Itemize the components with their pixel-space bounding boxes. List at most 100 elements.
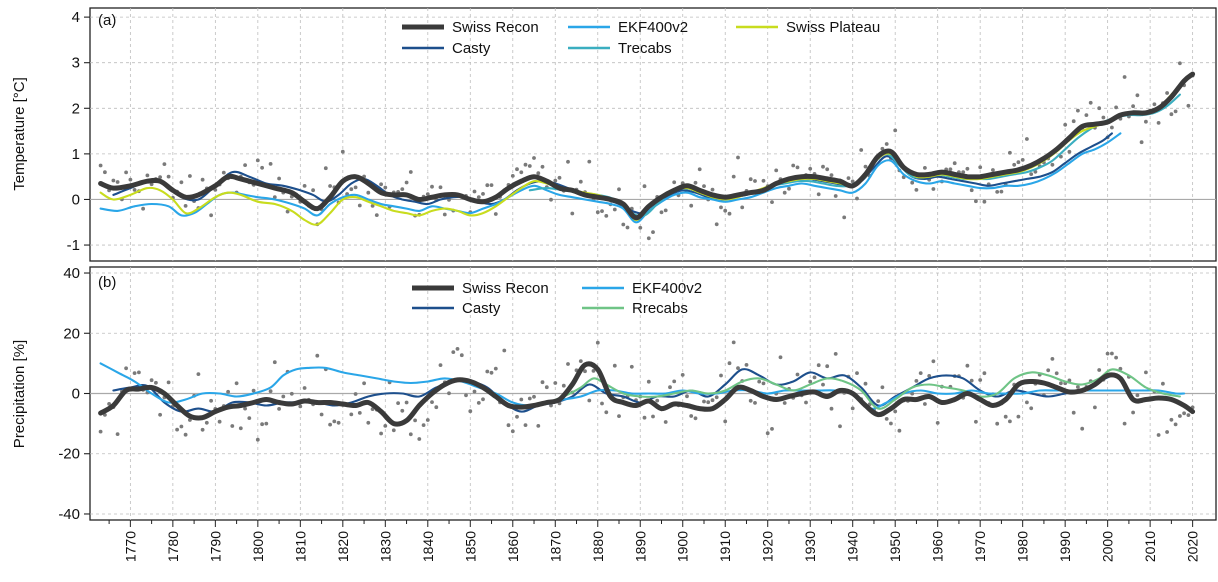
precipitation-dot-1929 bbox=[804, 400, 808, 405]
temperature-dot-1834 bbox=[400, 187, 405, 192]
precipitation-dot-1837 bbox=[413, 418, 417, 423]
precipitation-dot-1930 bbox=[808, 379, 813, 384]
temperature-dot-1828 bbox=[374, 213, 379, 218]
temperature-dot-1912 bbox=[731, 174, 736, 179]
temperature-dot-1823 bbox=[353, 185, 358, 190]
precipitation-legend-label-swiss-recon: Swiss Recon bbox=[462, 280, 549, 297]
precipitation-dot-1955 bbox=[914, 379, 919, 383]
precipitation-legend-label-rrecabs: Rrecabs bbox=[632, 300, 688, 317]
precipitation-dot-1839 bbox=[421, 423, 426, 427]
precipitation-dot-1829 bbox=[379, 431, 383, 436]
precipitation-dot-1776 bbox=[154, 380, 158, 385]
precipitation-dot-1841 bbox=[430, 400, 434, 404]
precipitation-dot-2015 bbox=[1169, 417, 1174, 422]
temperature-dot-1779 bbox=[166, 174, 171, 179]
temperature-dot-1942 bbox=[859, 148, 864, 152]
temperature-dot-1841 bbox=[430, 184, 434, 189]
temperature-dot-1891 bbox=[642, 184, 647, 189]
precipitation-dot-1937 bbox=[838, 424, 842, 429]
temperature-dot-1824 bbox=[357, 203, 362, 208]
temperature-dot-1979 bbox=[1016, 160, 1021, 165]
x-tick-label-1770: 1770 bbox=[122, 531, 138, 562]
precipitation-dot-1954 bbox=[910, 391, 915, 396]
precipitation-dot-2013 bbox=[1161, 381, 1165, 386]
x-tick-label-2000: 2000 bbox=[1100, 531, 1116, 562]
temperature-dot-1870 bbox=[553, 178, 558, 183]
precipitation-dot-1893 bbox=[651, 414, 655, 419]
temperature-dot-1807 bbox=[285, 209, 290, 214]
temperature-dot-1865 bbox=[532, 156, 536, 160]
precipitation-dot-1845 bbox=[447, 391, 451, 396]
precipitation-dot-1836 bbox=[408, 432, 413, 437]
temperature-dot-1892 bbox=[646, 236, 651, 241]
precipitation-dot-1941 bbox=[855, 371, 859, 375]
precipitation-dot-1815 bbox=[319, 412, 324, 417]
precipitation-dot-1833 bbox=[396, 401, 400, 405]
precipitation-dot-1842 bbox=[434, 405, 439, 410]
precipitation-dot-1861 bbox=[515, 414, 519, 419]
precipitation-dot-1800 bbox=[255, 437, 260, 442]
temperature-line-ekf400v2 bbox=[99, 132, 1122, 224]
precipitation-dot-1867 bbox=[540, 380, 545, 385]
x-tick-label-1970: 1970 bbox=[972, 531, 988, 562]
temperature-gridlines bbox=[90, 8, 1216, 261]
temperature-dot-1898 bbox=[672, 180, 677, 185]
temperature-dot-1910 bbox=[723, 208, 728, 213]
precipitation-dot-1880 bbox=[595, 340, 600, 345]
temperature-dot-1971 bbox=[982, 199, 987, 204]
temperature-dot-1902 bbox=[689, 203, 694, 208]
temperature-dot-1930 bbox=[808, 166, 813, 171]
precipitation-dot-2016 bbox=[1173, 422, 1178, 427]
temperature-dot-1851 bbox=[472, 189, 477, 194]
precipitation-dot-1967 bbox=[965, 363, 970, 368]
precipitation-dot-1788 bbox=[204, 420, 209, 425]
precipitation-dot-1850 bbox=[468, 409, 473, 414]
precipitation-dot-1814 bbox=[315, 353, 320, 358]
precipitation-dot-1924 bbox=[782, 401, 787, 405]
precipitation-dot-1854 bbox=[485, 369, 490, 374]
temperature-dot-1863 bbox=[523, 162, 528, 167]
precipitation-dot-1923 bbox=[778, 355, 783, 360]
precipitation-dot-1822 bbox=[349, 412, 354, 417]
precipitation-dot-1981 bbox=[1025, 400, 1029, 405]
temperature-dot-1797 bbox=[243, 163, 248, 168]
precipitation-dot-1824 bbox=[357, 411, 362, 415]
temperature-dot-1955 bbox=[914, 188, 919, 192]
temperature-dot-1999 bbox=[1101, 115, 1106, 120]
temperature-dot-1782 bbox=[179, 180, 184, 185]
temperature-dot-1874 bbox=[570, 211, 575, 216]
precipitation-dot-1852 bbox=[476, 401, 481, 405]
temperature-dot-1862 bbox=[519, 170, 524, 175]
precipitation-dot-1782 bbox=[179, 424, 184, 429]
precipitation-dot-1936 bbox=[833, 352, 838, 356]
precipitation-dot-1859 bbox=[506, 423, 511, 428]
precipitation-dot-1872 bbox=[561, 383, 566, 388]
precipitation-dot-1948 bbox=[884, 417, 889, 421]
temperature-dot-1987 bbox=[1050, 162, 1055, 167]
precipitation-dot-1934 bbox=[825, 364, 830, 369]
precipitation-dot-1979 bbox=[1016, 414, 1021, 419]
temperature-dot-1829 bbox=[379, 182, 383, 187]
precipitation-dot-1863 bbox=[523, 423, 528, 427]
temperature-dot-1864 bbox=[527, 164, 532, 168]
precipitation-dot-1986 bbox=[1046, 368, 1051, 373]
x-tick-label-1900: 1900 bbox=[675, 531, 691, 562]
precipitation-dot-1803 bbox=[268, 389, 273, 394]
temperature-dot-1991 bbox=[1067, 149, 1072, 154]
precipitation-dot-1968 bbox=[969, 378, 974, 383]
precipitation-dot-1959 bbox=[931, 359, 936, 364]
temperature-dot-1804 bbox=[272, 195, 277, 200]
precipitation-dot-1838 bbox=[417, 437, 422, 441]
temperature-dot-1871 bbox=[557, 175, 562, 180]
precipitation-dot-1817 bbox=[328, 422, 332, 427]
precipitation-dot-1802 bbox=[264, 421, 269, 426]
precipitation-legend-label-casty: Casty bbox=[462, 300, 501, 317]
precipitation-dot-1799 bbox=[251, 388, 256, 393]
temperature-dot-1861 bbox=[515, 167, 519, 172]
precipitation-dot-1903 bbox=[693, 416, 698, 421]
precipitation-dot-1870 bbox=[553, 381, 558, 385]
precipitation-dot-2004 bbox=[1122, 421, 1127, 426]
year-x-axis: 1770 1780 1790 1800 1810 1820 1830 1840 1850 1860… bbox=[108, 520, 1201, 562]
temperature-dot-1813 bbox=[311, 188, 315, 193]
temperature-dot-1943 bbox=[863, 164, 868, 169]
